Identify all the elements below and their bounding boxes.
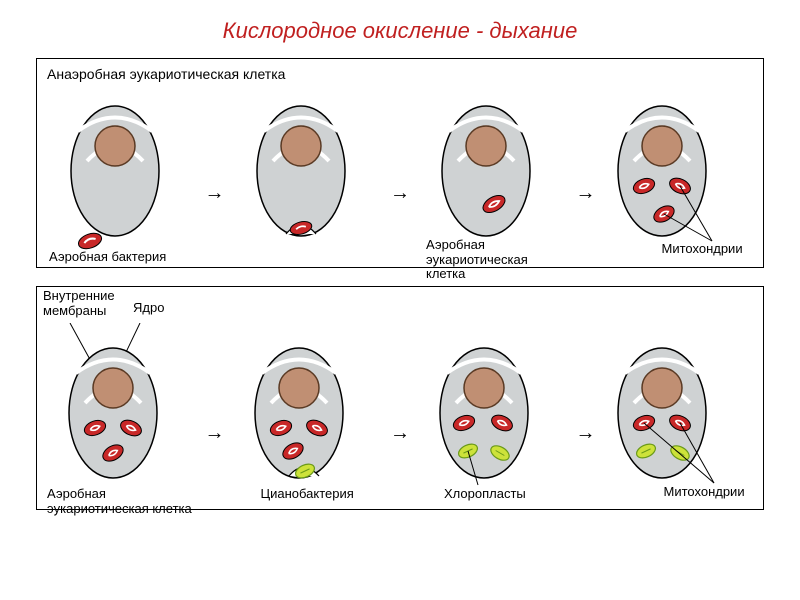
cell-b4-svg <box>602 323 752 503</box>
panel2-stage2: Цианобактерия <box>231 323 385 503</box>
label-aerobic-euk-bottom: Аэробная эукариотическая клетка <box>47 487 192 516</box>
label-nucleus: Ядро <box>133 301 164 315</box>
panel2-stage4: Митохондрии <box>602 323 756 503</box>
panel2-stage3: Хлоропласты <box>416 323 570 503</box>
cell4-svg <box>602 86 752 261</box>
panel1-stage1: Аэробная бактерия <box>45 86 199 261</box>
cell-b1-svg <box>45 323 195 503</box>
arrow-icon: → <box>576 182 596 205</box>
arrow-icon: → <box>390 422 410 445</box>
label-mitochondria-top: Митохондрии <box>662 242 743 256</box>
label-cyanobacterium: Цианобактерия <box>261 487 354 501</box>
label-mitochondria-bottom: Митохондрии <box>664 485 745 499</box>
arrow-icon: → <box>576 422 596 445</box>
panel1-header: Анаэробная эукариотическая клетка <box>47 67 755 82</box>
cell2-svg <box>231 86 371 261</box>
panel-top: Анаэробная эукариотическая клетка Аэробн… <box>36 58 764 268</box>
panel1-stage2 <box>231 86 385 261</box>
cell-b2-svg <box>231 323 371 503</box>
label-aerobic-bacterium: Аэробная бактерия <box>49 250 166 264</box>
arrow-icon: → <box>390 182 410 205</box>
cell3-svg <box>416 86 556 261</box>
label-aerobic-euk-cell: Аэробная эукариотическая клетка <box>426 238 528 281</box>
cell-b3-svg <box>416 323 556 503</box>
arrow-icon: → <box>205 422 225 445</box>
panel1-stage3: Аэробная эукариотическая клетка <box>416 86 570 261</box>
cell1-svg <box>45 86 185 261</box>
panel-bottom: Внутренние мембраны Ядро Аэробная эукари… <box>36 286 764 510</box>
page-title: Кислородное окисление - дыхание <box>12 18 788 44</box>
arrow-icon: → <box>205 182 225 205</box>
panel2-stage1: Аэробная эукариотическая клетка <box>45 323 199 503</box>
label-chloroplasts: Хлоропласты <box>444 487 526 501</box>
label-inner-membranes: Внутренние мембраны <box>43 289 115 318</box>
panel1-stage4: Митохондрии <box>602 86 756 261</box>
